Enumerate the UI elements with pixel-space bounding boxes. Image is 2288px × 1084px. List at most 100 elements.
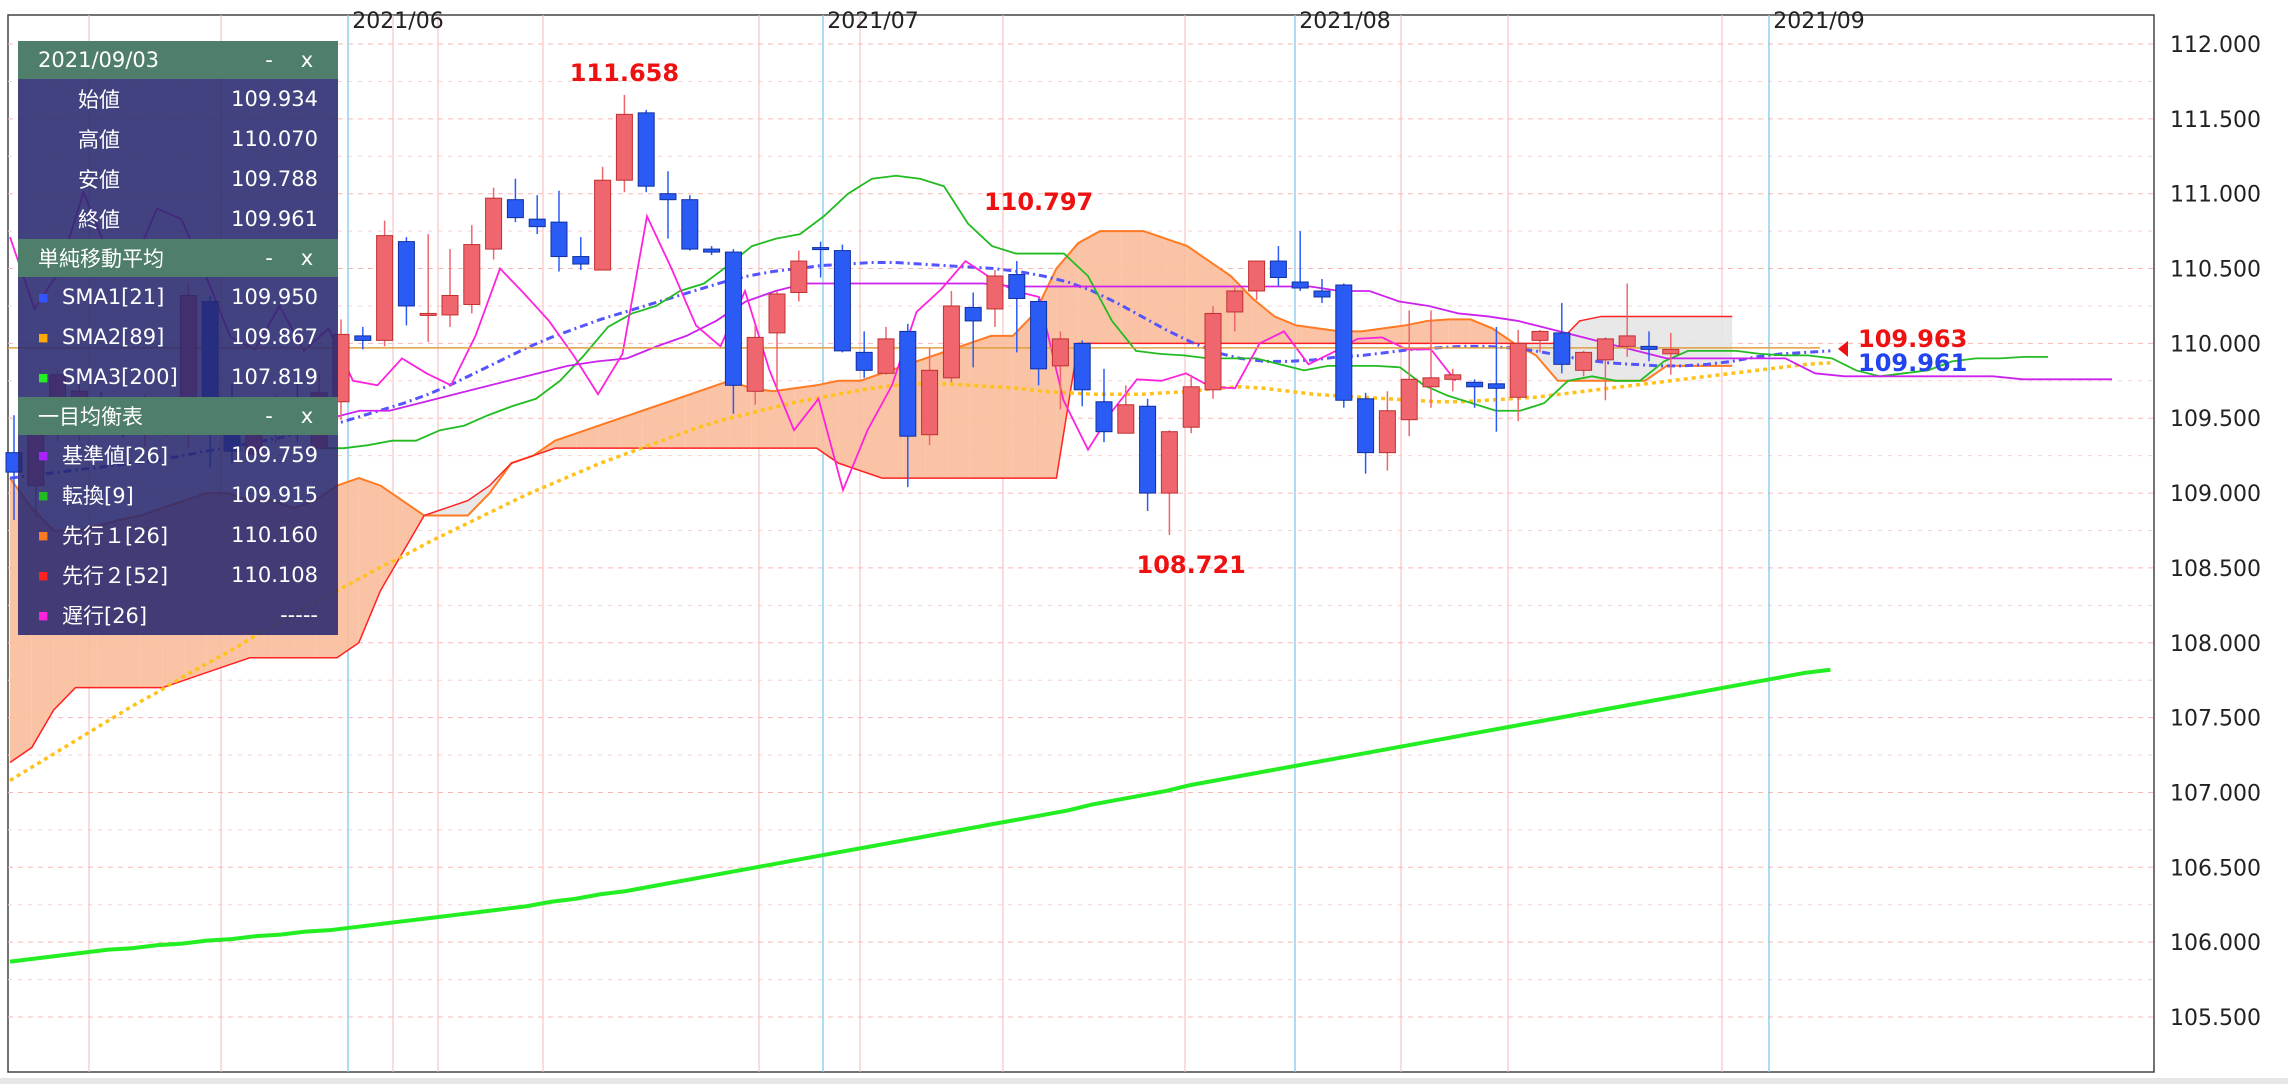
- cloud-segment: [642, 403, 664, 449]
- candle-body: [877, 338, 895, 374]
- close-button[interactable]: x: [300, 404, 314, 428]
- candle-body: [1008, 274, 1026, 299]
- row-label: 先行２[52]: [62, 564, 169, 588]
- candle-body: [1553, 332, 1571, 365]
- row-label: 終値: [78, 208, 120, 232]
- y-tick-label: 109.500: [2170, 407, 2261, 432]
- legend-dot-icon: ■: [38, 370, 49, 384]
- candle-body: [637, 112, 655, 187]
- candle-body: [1531, 330, 1549, 341]
- candle-body: [986, 275, 1004, 310]
- legend-dot-icon: ■: [38, 528, 49, 542]
- ohlc-row: 安値 109.788: [18, 159, 338, 199]
- y-tick-label: 107.500: [2170, 707, 2261, 732]
- horizontal-scrollbar[interactable]: [0, 1078, 2288, 1084]
- ohlc-section: 始値 109.934 高値 110.070 安値 109.788 終値 109.961: [18, 79, 338, 239]
- cloud-segment: [446, 500, 468, 516]
- candle-body: [1575, 351, 1593, 371]
- candle-body: [1444, 374, 1462, 380]
- ichimoku-row: ■ 遅行[26] -----: [18, 595, 338, 635]
- cloud-segment: [707, 380, 730, 449]
- candle-body: [1248, 260, 1266, 292]
- cloud-segment: [1427, 319, 1449, 344]
- cloud-segment: [816, 380, 839, 464]
- legend-dot-icon: ■: [38, 448, 49, 462]
- y-tick-label: 109.000: [2170, 482, 2261, 507]
- candle-body: [376, 235, 394, 341]
- y-tick-label: 106.500: [2170, 856, 2261, 881]
- cloud-segment: [1274, 316, 1297, 344]
- row-label: 遅行[26]: [62, 604, 148, 628]
- date-label: 2021/09/03: [38, 48, 160, 72]
- candle-body: [550, 221, 568, 258]
- candle-body: [768, 293, 786, 334]
- legend-dot-icon: ■: [38, 330, 49, 344]
- candle-body: [1291, 281, 1309, 289]
- candle-body: [1204, 312, 1222, 391]
- row-value: 110.160: [231, 523, 318, 547]
- minimize-button[interactable]: -: [265, 246, 273, 270]
- current-price-label: 109.963: [1858, 325, 1967, 353]
- ohlc-row: 終値 109.961: [18, 199, 338, 239]
- cloud-segment: [1012, 313, 1035, 479]
- candle-body: [1487, 383, 1505, 389]
- candle-body: [1422, 377, 1440, 388]
- candle-body: [1182, 386, 1200, 428]
- cloud-segment: [620, 410, 643, 449]
- legend-dot-icon: ■: [38, 608, 49, 622]
- legend-dot-icon: ■: [38, 488, 49, 502]
- candle-body: [942, 305, 960, 379]
- candle-body: [921, 369, 939, 436]
- sma-row: ■ SMA3[200] 107.819: [18, 357, 338, 397]
- row-label: SMA1[21]: [62, 285, 165, 309]
- y-tick-label: 105.500: [2170, 1006, 2261, 1031]
- cloud-segment: [773, 388, 795, 449]
- x-tick-label: 2021/09: [1773, 9, 1864, 34]
- row-value: -----: [280, 603, 318, 627]
- candle-body: [397, 241, 415, 307]
- row-label: 転換[9]: [62, 484, 134, 508]
- candle-body: [506, 199, 524, 219]
- y-tick-label: 112.000: [2170, 33, 2261, 58]
- candle-body: [1226, 290, 1244, 313]
- candle-body: [746, 336, 764, 392]
- candle-body: [463, 244, 481, 305]
- x-tick-label: 2021/06: [352, 9, 443, 34]
- minimize-button[interactable]: -: [265, 404, 273, 428]
- cloud-segment: [991, 335, 1013, 479]
- candle-body: [1335, 284, 1353, 401]
- y-tick-label: 107.000: [2170, 781, 2261, 806]
- close-button[interactable]: x: [300, 246, 314, 270]
- close-button[interactable]: x: [300, 48, 314, 72]
- candle-body: [1139, 405, 1157, 494]
- sma-title: 単純移動平均: [38, 247, 164, 271]
- annotation-label: 111.658: [570, 59, 679, 87]
- y-tick-label: 110.000: [2170, 332, 2261, 357]
- panel-date-header: 2021/09/03 - x: [18, 41, 338, 79]
- candle-body: [1466, 381, 1484, 388]
- candle-body: [899, 330, 917, 437]
- cloud-segment: [1252, 298, 1275, 344]
- candle-body: [1313, 290, 1331, 298]
- ichimoku-row: ■ 基準値[26] 109.759: [18, 435, 338, 475]
- cloud-segment: [1405, 320, 1427, 344]
- cloud-segment: [794, 385, 817, 449]
- ohlc-row: 始値 109.934: [18, 79, 338, 119]
- sma-section: ■ SMA1[21] 109.950 ■ SMA2[89] 109.867 ■ SMA3[…: [18, 277, 338, 397]
- cloud-segment: [751, 388, 773, 449]
- row-value: 109.759: [231, 443, 318, 467]
- candle-body: [1073, 342, 1091, 391]
- cloud-segment: [1318, 328, 1340, 344]
- candle-body: [833, 250, 851, 352]
- x-tick-label: 2021/08: [1299, 9, 1390, 34]
- cloud-segment: [1187, 246, 1209, 344]
- sma-row: ■ SMA2[89] 109.867: [18, 317, 338, 357]
- candle-body: [1509, 342, 1527, 398]
- annotation-label: 108.721: [1137, 551, 1246, 579]
- cloud-segment: [1536, 343, 1558, 381]
- candle-body: [1095, 401, 1113, 433]
- ichimoku-row: ■ 先行２[52] 110.108: [18, 555, 338, 595]
- minimize-button[interactable]: -: [265, 48, 273, 72]
- cloud-segment: [1688, 316, 1711, 366]
